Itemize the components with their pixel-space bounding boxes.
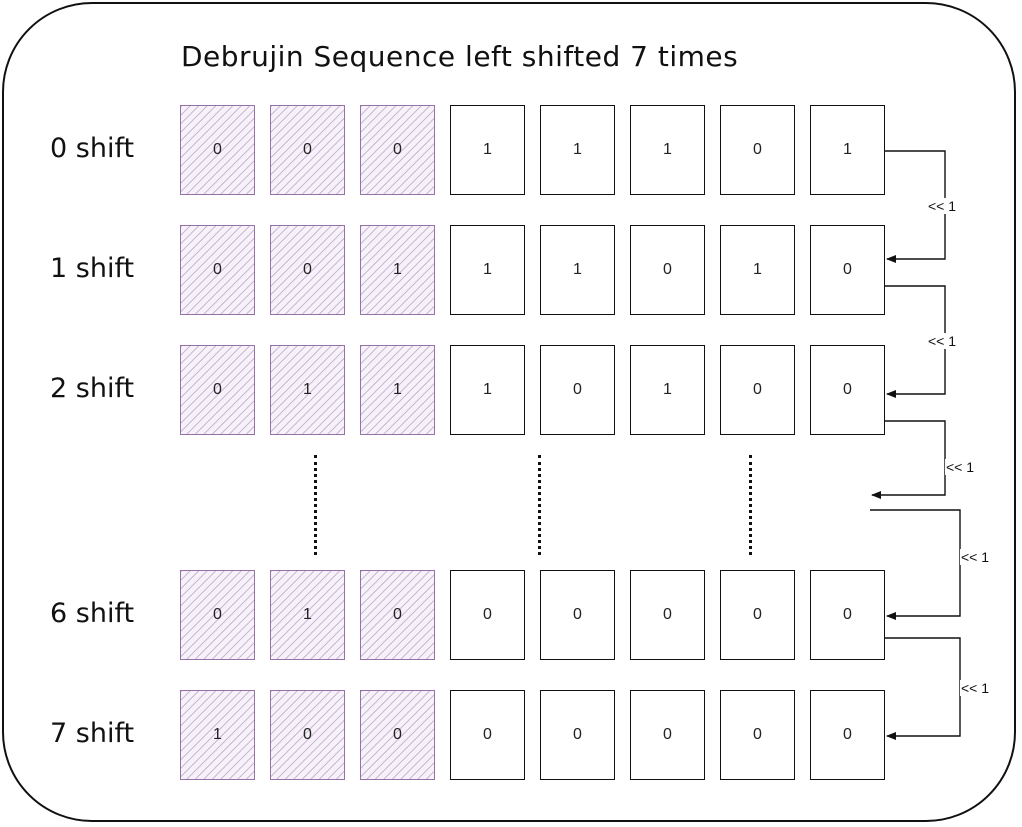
bit-cell: 0 [270, 690, 345, 780]
ellipsis-dots-left [314, 455, 321, 555]
bit-cell: 0 [180, 570, 255, 660]
bit-cell: 0 [180, 225, 255, 315]
ellipsis-dots-right [749, 455, 756, 555]
bit-cell: 1 [810, 105, 885, 195]
bit-cell: 0 [360, 690, 435, 780]
bit-cell: 0 [810, 690, 885, 780]
bit-cell: 1 [360, 225, 435, 315]
shift-op-label: << 1 [927, 198, 958, 214]
bit-cell: 1 [360, 345, 435, 435]
bit-cell: 0 [720, 570, 795, 660]
bit-cell: 0 [810, 225, 885, 315]
bit-cell: 1 [450, 345, 525, 435]
bit-cell: 1 [180, 690, 255, 780]
bit-cell: 0 [810, 345, 885, 435]
shift-op-label: << 1 [960, 549, 991, 565]
row-label-2-shift: 2 shift [50, 373, 135, 404]
bit-cell: 0 [720, 105, 795, 195]
bit-cell: 0 [540, 690, 615, 780]
ellipsis-dots-middle [538, 455, 545, 555]
bit-cell: 0 [450, 690, 525, 780]
bit-cell: 0 [180, 105, 255, 195]
bit-cell: 1 [630, 345, 705, 435]
shift-arrow-2-to-gap [871, 420, 946, 499]
bit-cell: 0 [630, 570, 705, 660]
shift-op-label: << 1 [945, 459, 976, 475]
row-label-0-shift: 0 shift [50, 133, 135, 164]
bit-cell: 1 [720, 225, 795, 315]
shift-op-label: << 1 [960, 680, 991, 696]
bit-cell: 1 [270, 345, 345, 435]
bit-cell: 1 [450, 105, 525, 195]
bit-cell: 0 [450, 570, 525, 660]
shift-arrow-gap-to-6 [870, 509, 961, 620]
bit-cell: 0 [630, 225, 705, 315]
row-label-1-shift: 1 shift [50, 253, 135, 284]
bit-cell: 0 [360, 570, 435, 660]
bit-cell: 0 [270, 105, 345, 195]
bit-cell: 0 [540, 345, 615, 435]
bit-cell: 1 [270, 570, 345, 660]
diagram-title: Debrujin Sequence left shifted 7 times [181, 40, 739, 73]
bit-cell: 0 [720, 345, 795, 435]
bit-cell: 0 [630, 690, 705, 780]
bit-cell: 0 [270, 225, 345, 315]
bit-cell: 1 [630, 105, 705, 195]
row-label-6-shift: 6 shift [50, 598, 135, 629]
bit-cell: 0 [360, 105, 435, 195]
bit-cell: 0 [180, 345, 255, 435]
bit-cell: 1 [540, 105, 615, 195]
shift-arrow-6-to-7 [885, 637, 961, 740]
row-label-7-shift: 7 shift [50, 718, 135, 749]
bit-cell: 1 [450, 225, 525, 315]
bit-cell: 0 [540, 570, 615, 660]
bit-cell: 0 [810, 570, 885, 660]
shift-op-label: << 1 [927, 333, 958, 349]
bit-cell: 0 [720, 690, 795, 780]
bit-cell: 1 [540, 225, 615, 315]
